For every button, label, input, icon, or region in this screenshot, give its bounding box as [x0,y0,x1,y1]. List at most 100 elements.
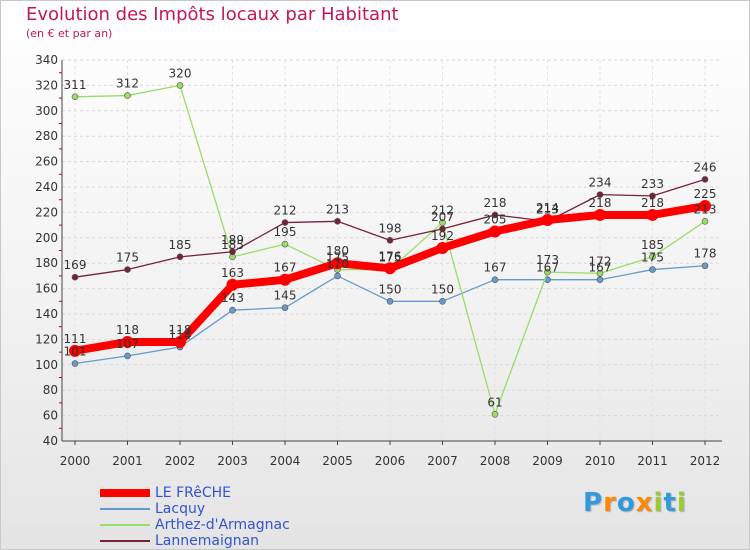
legend-swatch [100,540,150,542]
data-point [596,191,604,198]
data-point [174,335,186,348]
data-label: 207 [431,210,454,224]
data-label: 143 [221,291,244,305]
data-point [701,176,709,183]
data-label: 214 [536,201,559,215]
y-tick-label: 200 [35,231,58,245]
data-point [489,225,501,238]
data-label: 189 [221,233,244,247]
data-point [71,273,79,281]
data-label: 167 [589,261,612,275]
logo-letter: t [663,488,677,518]
x-tick-label: 2003 [217,454,248,468]
y-tick-label: 220 [35,205,58,219]
data-point [71,93,79,101]
data-point [176,253,184,261]
data-label: 145 [274,289,297,303]
y-tick-label: 340 [35,53,58,67]
data-point [596,276,604,284]
logo-letter: o [616,488,636,518]
data-point [229,306,236,314]
data-label: 205 [484,212,507,226]
data-point [331,257,344,270]
x-tick-label: 2006 [375,454,406,468]
data-label: 218 [484,196,507,210]
data-point [334,272,341,280]
logo-letter: x [635,488,654,518]
data-point [69,344,81,357]
data-label: 114 [169,328,192,342]
y-tick-label: 120 [35,332,58,346]
data-label: 170 [326,257,349,271]
data-label: 233 [641,177,664,191]
data-label: 311 [64,78,87,92]
x-tick-label: 2009 [532,454,563,468]
data-label: 185 [641,238,664,252]
chart-title: Evolution des Impôts locaux par Habitant [26,4,399,25]
data-point [439,225,446,233]
x-tick-label: 2002 [165,454,196,468]
data-label: 212 [274,204,297,218]
data-point [491,411,499,418]
logo-letter: r [603,488,617,518]
x-tick-label: 2000 [60,454,91,468]
y-tick-label: 40 [43,434,58,448]
data-point [701,217,709,225]
data-point [491,276,499,284]
x-tick-label: 2005 [322,454,353,468]
x-tick-label: 2007 [427,454,458,468]
data-point [541,214,554,227]
x-tick-label: 2010 [585,454,616,468]
data-label: 213 [536,202,559,216]
data-point [384,262,396,275]
data-label: 101 [64,345,87,359]
data-label: 246 [694,160,717,174]
data-point [226,278,239,291]
y-tick-label: 280 [35,129,58,143]
x-tick-label: 2011 [637,454,668,468]
chart-subtitle: (en € et par an) [26,27,113,40]
data-point [596,270,604,277]
data-label: 218 [589,196,612,210]
data-label: 175 [641,251,664,265]
data-label: 213 [694,202,717,216]
legend-label: Arthez-d'Armagnac [155,517,290,533]
data-point [649,192,656,200]
data-point [71,360,79,367]
data-label: 61 [487,395,502,409]
data-point [701,262,709,270]
data-label: 180 [326,244,349,258]
data-label: 150 [431,282,454,296]
x-tick-label: 2012 [690,454,721,468]
data-label: 175 [326,251,349,265]
data-point [649,253,656,261]
data-point [544,268,551,276]
legend-swatch [100,524,150,526]
data-point [124,352,131,360]
data-point [124,266,131,273]
data-point [386,297,394,305]
data-label: 320 [169,66,192,80]
data-label: 111 [64,332,87,346]
data-label: 118 [116,323,139,337]
data-point [436,241,449,254]
data-label: 167 [536,261,559,275]
data-label: 195 [274,225,297,239]
data-label: 212 [431,204,454,218]
logo-letter: i [676,488,687,518]
y-tick-label: 60 [43,409,58,423]
data-label: 234 [589,176,612,190]
data-point [281,304,289,311]
y-tick-label: 140 [35,307,58,321]
y-tick-label: 80 [43,383,58,397]
data-point [121,335,134,348]
data-label: 218 [641,196,664,210]
data-point [439,219,446,226]
data-point [279,273,291,286]
data-point [281,240,289,248]
data-point [124,92,131,99]
data-point [386,237,394,244]
data-label: 163 [221,266,244,280]
y-tick-label: 300 [35,104,58,118]
